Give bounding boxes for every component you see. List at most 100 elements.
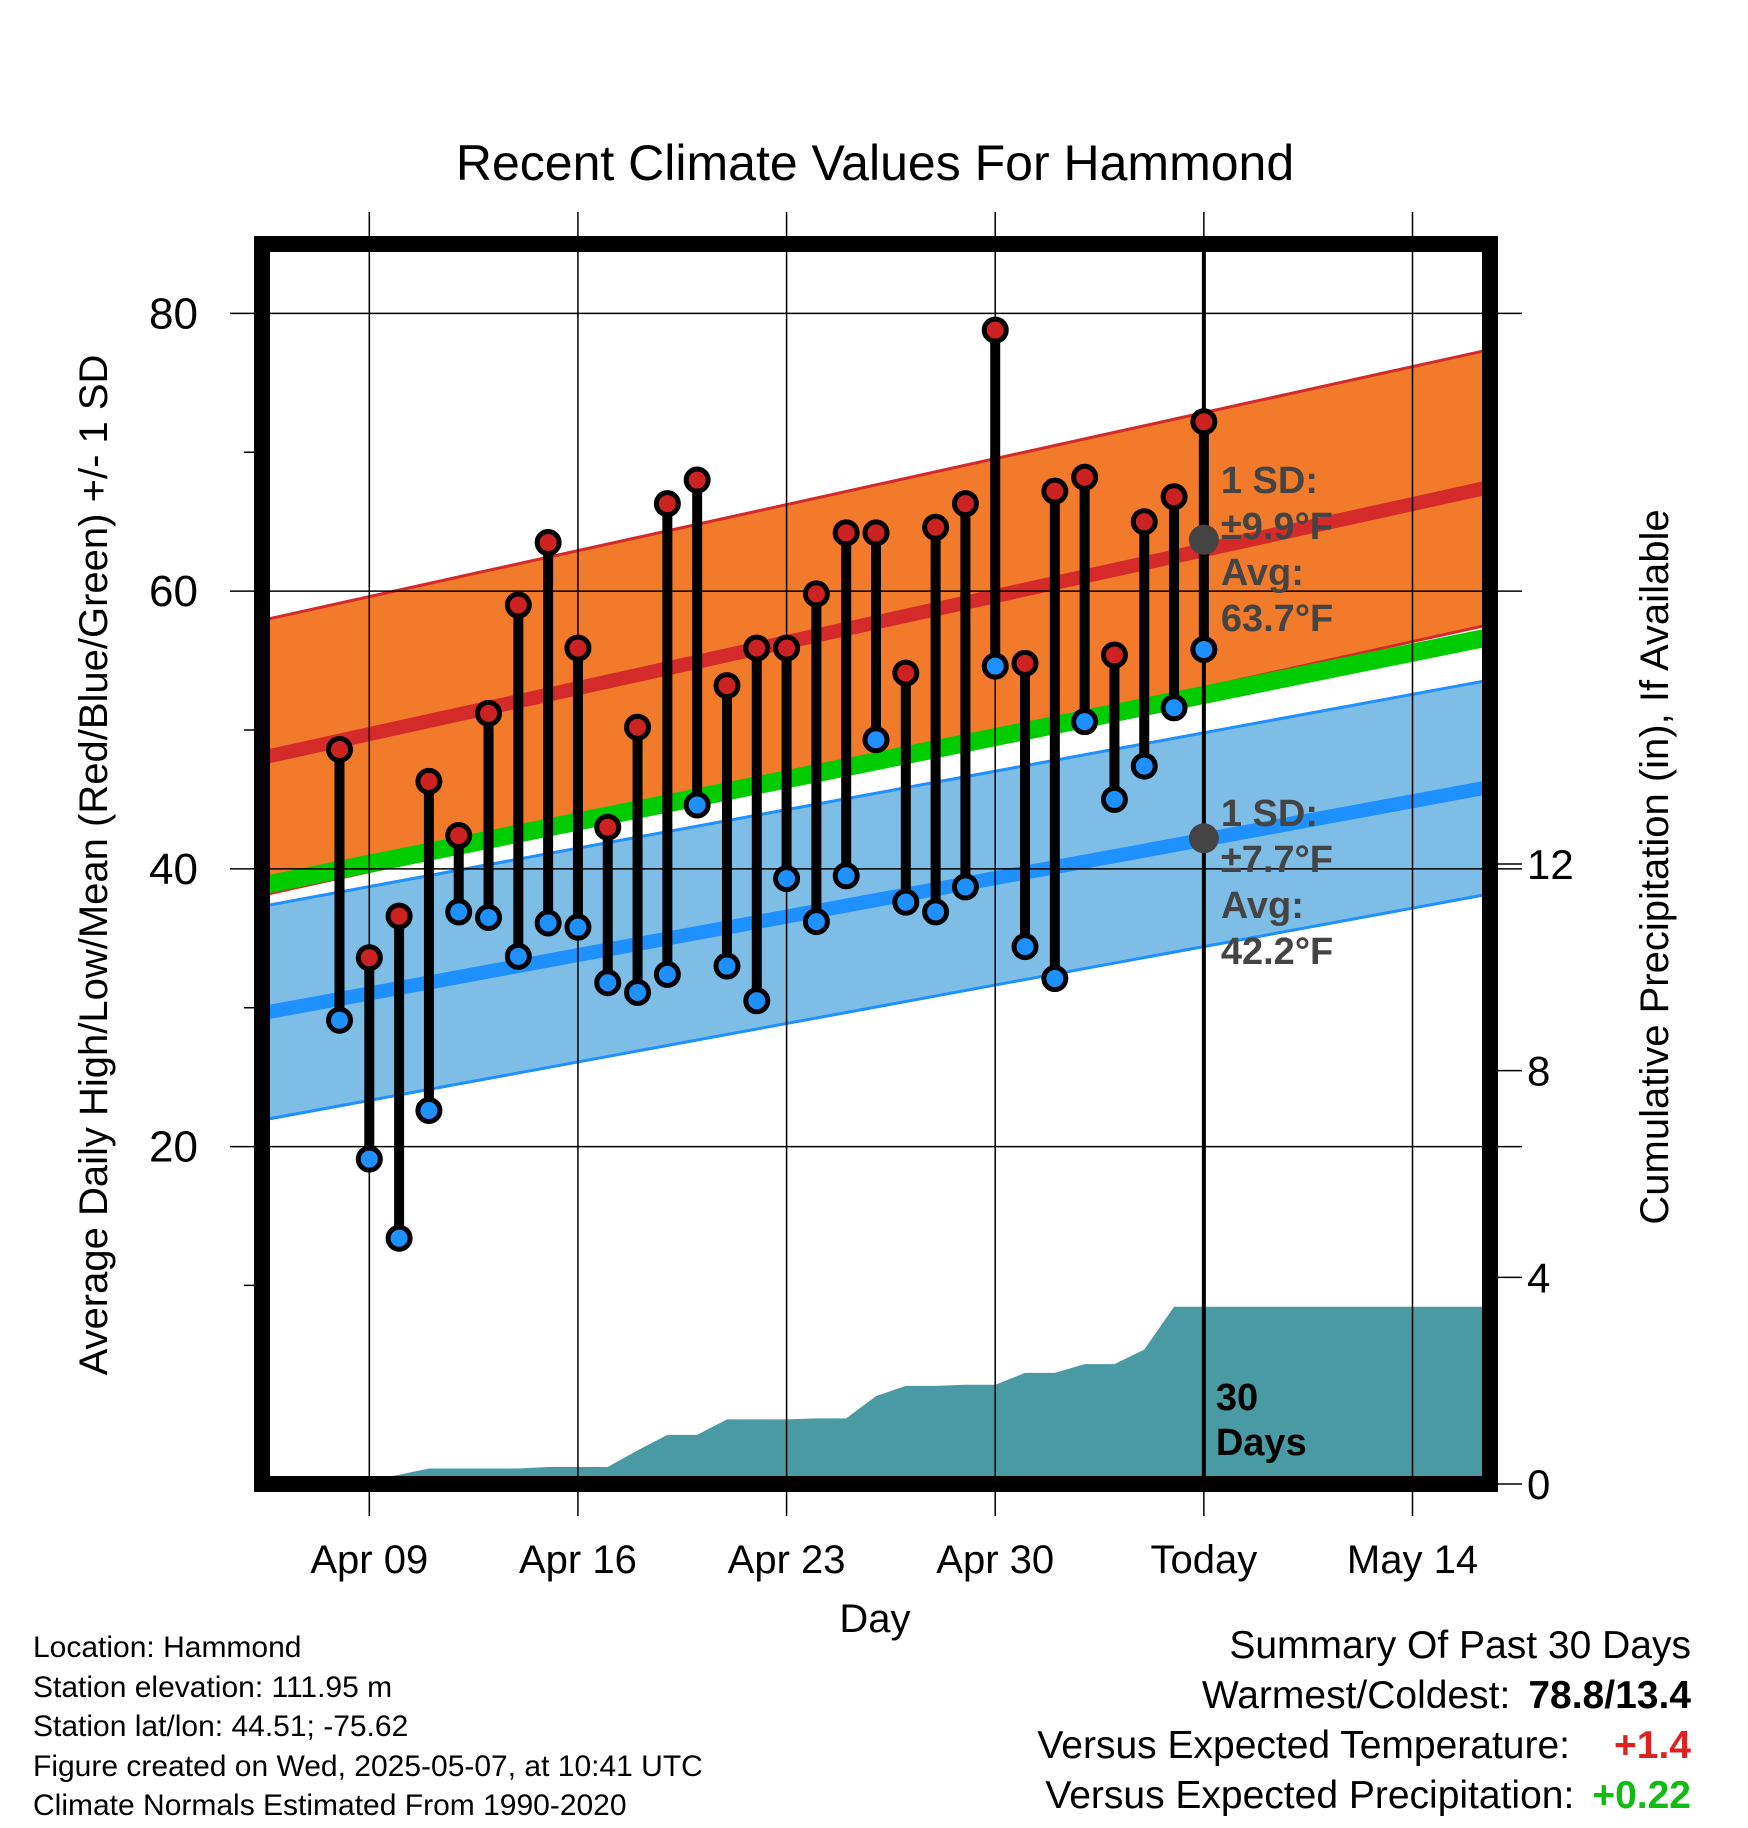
high-point [504,591,532,619]
y2-tick-label: 0 [1527,1461,1550,1508]
warmest-value: 78.8/13.4 [1528,1674,1691,1717]
warmest-label: Warmest/Coldest: [1201,1674,1511,1717]
low-sd-unit: °F [1295,839,1333,881]
low-point [862,726,890,754]
high-point [773,634,801,662]
low-point [1071,708,1099,736]
low-point [385,1224,413,1252]
low-avg-marker [1188,823,1219,854]
plot-frame [254,236,1498,1492]
precip-area [380,1306,1484,1478]
low-point [1041,965,1069,993]
high-sd-label: 1 SD: [1221,460,1318,502]
low-point [892,888,920,916]
high-point [981,316,1009,344]
high-point [1190,408,1218,436]
x-axis-label: Day [839,1597,910,1641]
low-point [534,909,562,937]
high-point [1071,463,1099,491]
low-point [1190,635,1218,663]
low-band-lower-edge [268,893,1484,1121]
high-point [445,822,473,850]
high-point [385,902,413,930]
right-axis-label: Cumulative Precipitation (in), If Availa… [1633,509,1677,1224]
low-point [355,1145,383,1173]
low-avg-unit: °F [1295,931,1333,973]
high-point [534,529,562,557]
low-avg-line [268,780,1484,1020]
high-point [683,466,711,494]
station-info-line: Location: Hammond [33,1631,302,1664]
station-info-line: Station lat/lon: 44.51; -75.62 [33,1710,409,1743]
high-point [564,634,592,662]
low-point [981,652,1009,680]
summary-title: Summary Of Past 30 Days [1229,1624,1691,1667]
low-point [624,978,652,1006]
high-point [594,813,622,841]
high-sd-unit: °F [1295,506,1333,548]
high-point [892,659,920,687]
temp-value: +1.4 [1614,1724,1691,1767]
low-point [1011,933,1039,961]
station-info-line: Climate Normals Estimated From 1990-2020 [33,1789,627,1822]
low-sd-label: 1 SD: [1221,793,1318,835]
low-point [415,1096,443,1124]
high-avg-unit: °F [1295,598,1333,640]
low-point [445,898,473,926]
y-tick-label: 40 [149,845,198,894]
high-point [713,672,741,700]
x-tick-label: Apr 16 [519,1538,637,1582]
low-point [504,942,532,970]
high-point [951,490,979,518]
precip-value: +0.22 [1592,1774,1691,1817]
days-label: Days [1216,1422,1307,1464]
high-point [832,519,860,547]
low-avg-value: 42.2°F [1221,931,1333,973]
high-avg-marker [1188,524,1219,555]
low-point [1100,785,1128,813]
y2-tick-label: 8 [1527,1048,1550,1095]
low-point [475,903,503,931]
high-band-upper-edge [268,349,1484,621]
high-point [1041,477,1069,505]
x-tick-label: Today [1150,1538,1257,1582]
precip-label: Versus Expected Precipitation: [1045,1774,1575,1817]
high-point [624,713,652,741]
low-point [564,913,592,941]
high-point [653,490,681,518]
high-point [355,944,383,972]
low-point [743,987,771,1015]
low-point [653,960,681,988]
high-point [1130,508,1158,536]
summary-precip-row: Versus Expected Precipitation: +0.22 [1045,1774,1691,1818]
station-info-line: Figure created on Wed, 2025-05-07, at 10… [33,1749,703,1783]
x-tick-label: Apr 09 [310,1538,428,1582]
low-point [713,952,741,980]
high-point [802,580,830,608]
high-point [1011,649,1039,677]
y2-tick-label: 4 [1527,1254,1550,1301]
summary-warmest-row: Warmest/Coldest: 78.8/13.4 [1202,1674,1691,1718]
low-point [922,898,950,926]
summary-temp-row: Versus Expected Temperature: +1.4 [1037,1724,1691,1768]
x-tick-label: Apr 23 [728,1538,846,1582]
high-avg-value: 63.7°F [1221,598,1333,640]
low-point [1130,752,1158,780]
high-point [922,513,950,541]
high-point [415,767,443,795]
high-point [475,699,503,727]
station-info-line: Station elevation: 111.95 m [33,1670,393,1704]
low-point [1160,694,1188,722]
y-tick-label: 60 [149,567,198,616]
chart-title: Recent Climate Values For Hammond [456,135,1294,191]
low-point [951,873,979,901]
high-point [1160,483,1188,511]
high-sd-value: ±9.9°F [1221,506,1333,548]
low-avg-label: Avg: [1221,885,1304,927]
low-point [683,791,711,819]
y-axis-label: Average Daily High/Low/Mean (Red/Blue/Gr… [72,355,116,1376]
y2-tick-label: 12 [1527,841,1574,888]
days-count: 30 [1216,1377,1258,1419]
